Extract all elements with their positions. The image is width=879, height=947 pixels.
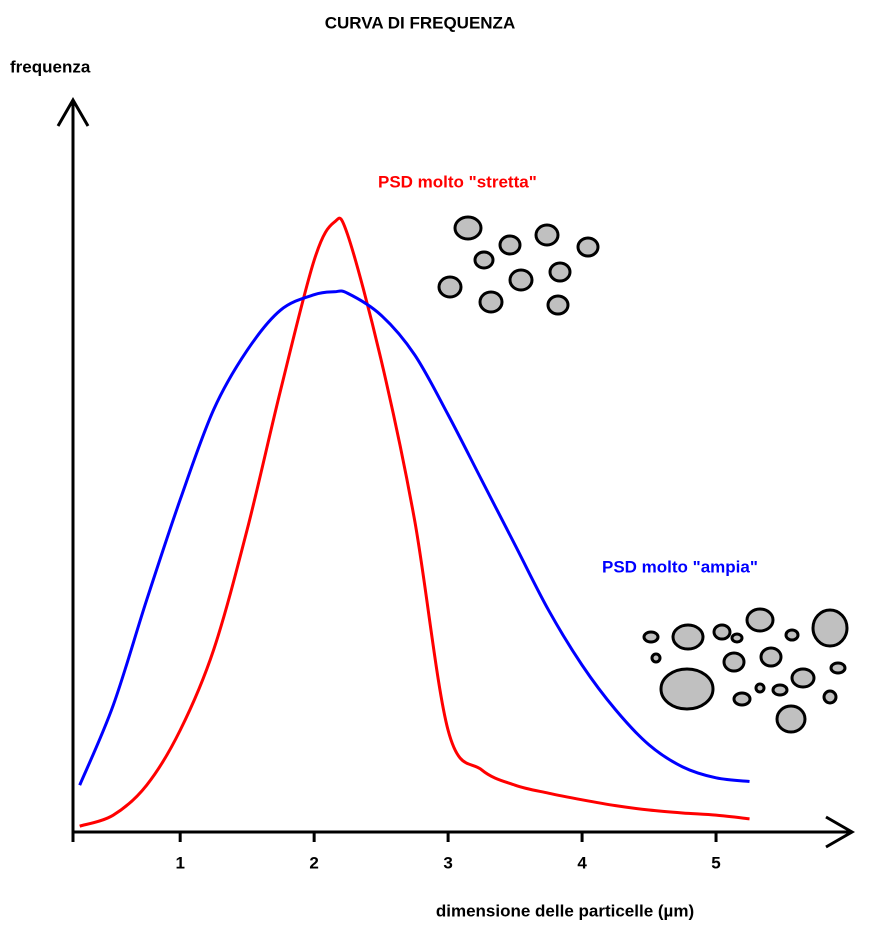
axes xyxy=(56,96,856,849)
narrow-particles xyxy=(437,215,600,316)
x-tick-label: 3 xyxy=(443,853,452,872)
x-axis-label: dimensione delle particelle (µm) xyxy=(436,901,694,920)
wide-particles xyxy=(642,607,849,734)
series-line xyxy=(78,289,750,786)
series-line xyxy=(79,216,750,828)
x-tick-label: 2 xyxy=(309,853,318,872)
x-tick-label: 1 xyxy=(175,853,184,872)
x-tick-label: 4 xyxy=(577,853,587,872)
legend-label: PSD molto "stretta" xyxy=(378,172,537,191)
chart-title: CURVA DI FREQUENZA xyxy=(325,13,515,32)
y-axis-label: frequenza xyxy=(10,57,91,76)
x-tick-label: 5 xyxy=(711,853,720,872)
legend-label: PSD molto "ampia" xyxy=(602,557,758,576)
